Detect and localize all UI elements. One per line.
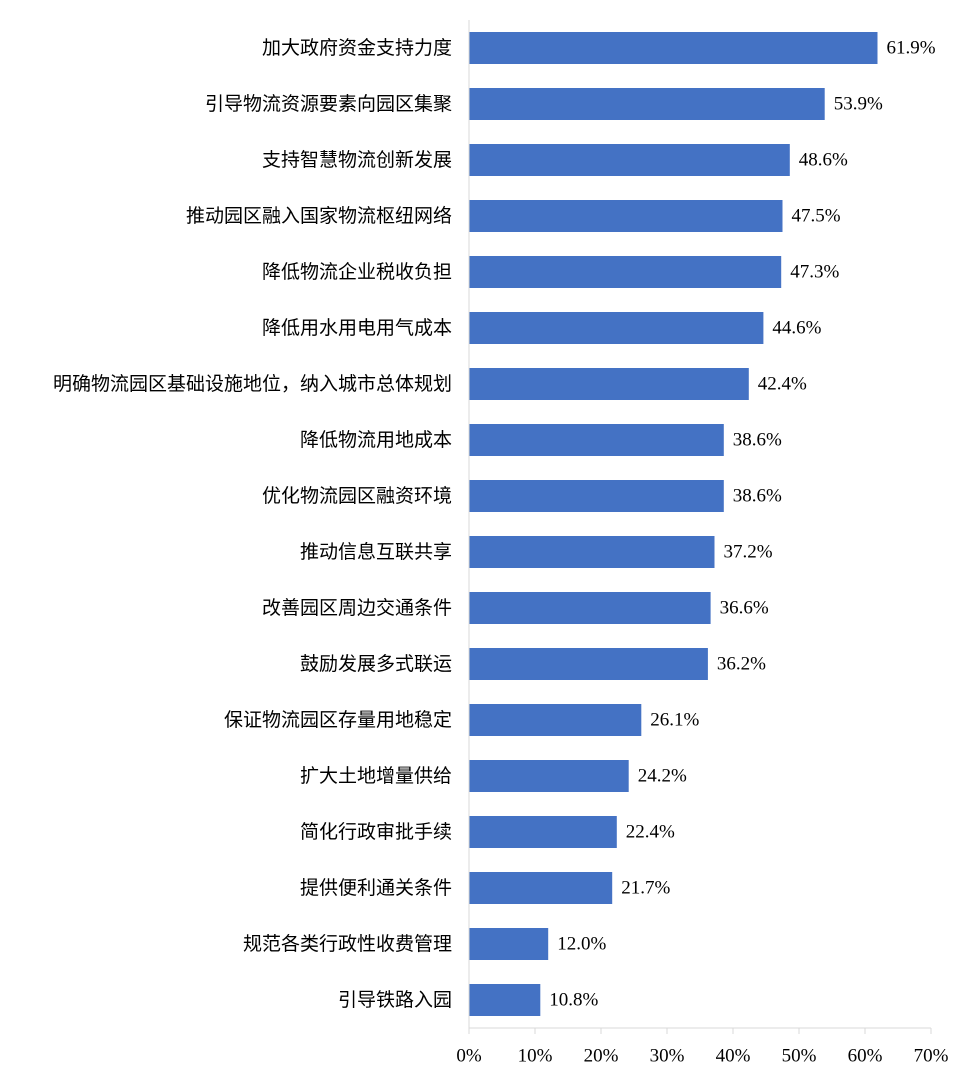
data-label: 26.1% bbox=[650, 710, 699, 731]
category-label: 扩大土地增量供给 bbox=[300, 765, 452, 787]
category-label: 保证物流园区存量用地稳定 bbox=[224, 709, 452, 731]
category-label: 改善园区周边交通条件 bbox=[262, 597, 452, 619]
category-label: 鼓励发展多式联运 bbox=[300, 653, 452, 675]
bar bbox=[469, 88, 825, 120]
bar bbox=[469, 144, 790, 176]
data-label: 47.5% bbox=[792, 206, 841, 227]
x-tick-label: 60% bbox=[848, 1046, 883, 1067]
category-label: 引导铁路入园 bbox=[338, 989, 452, 1011]
category-label: 降低物流用地成本 bbox=[300, 429, 452, 451]
category-label: 优化物流园区融资环境 bbox=[262, 485, 452, 507]
data-label: 42.4% bbox=[758, 374, 807, 395]
x-tick-label: 10% bbox=[518, 1046, 553, 1067]
bar bbox=[469, 312, 764, 344]
category-label: 支持智慧物流创新发展 bbox=[262, 149, 452, 171]
bar bbox=[469, 480, 724, 512]
data-label: 21.7% bbox=[621, 878, 670, 899]
x-tick-label: 70% bbox=[914, 1046, 949, 1067]
category-label: 明确物流园区基础设施地位，纳入城市总体规划 bbox=[53, 373, 452, 395]
x-tick-label: 40% bbox=[716, 1046, 751, 1067]
bar bbox=[469, 592, 711, 624]
x-tick-label: 20% bbox=[584, 1046, 619, 1067]
bar bbox=[469, 368, 749, 400]
data-label: 36.6% bbox=[720, 598, 769, 619]
category-label: 规范各类行政性收费管理 bbox=[243, 933, 452, 955]
data-label: 24.2% bbox=[638, 766, 687, 787]
bar bbox=[469, 424, 724, 456]
bar bbox=[469, 648, 708, 680]
data-label: 53.9% bbox=[834, 94, 883, 115]
category-label: 降低用水用电用气成本 bbox=[262, 317, 452, 339]
data-label: 47.3% bbox=[790, 262, 839, 283]
x-tick-label: 50% bbox=[782, 1046, 817, 1067]
data-label: 10.8% bbox=[549, 990, 598, 1011]
data-label: 12.0% bbox=[557, 934, 606, 955]
x-tick-label: 0% bbox=[456, 1046, 482, 1067]
category-label: 加大政府资金支持力度 bbox=[262, 37, 452, 59]
category-label: 推动园区融入国家物流枢纽网络 bbox=[186, 205, 452, 227]
bar bbox=[469, 256, 782, 288]
x-tick-label: 30% bbox=[650, 1046, 685, 1067]
data-label: 36.2% bbox=[717, 654, 766, 675]
bar bbox=[469, 984, 541, 1016]
bar bbox=[469, 200, 783, 232]
bar bbox=[469, 32, 878, 64]
bar bbox=[469, 704, 642, 736]
bar bbox=[469, 536, 715, 568]
data-label: 61.9% bbox=[887, 38, 936, 59]
data-label: 22.4% bbox=[626, 822, 675, 843]
category-label: 提供便利通关条件 bbox=[300, 877, 452, 899]
data-label: 38.6% bbox=[733, 486, 782, 507]
data-label: 37.2% bbox=[724, 542, 773, 563]
bar bbox=[469, 928, 549, 960]
bar bbox=[469, 760, 629, 792]
category-label: 推动信息互联共享 bbox=[300, 541, 452, 563]
bar bbox=[469, 816, 617, 848]
category-label: 引导物流资源要素向园区集聚 bbox=[205, 93, 452, 115]
data-label: 48.6% bbox=[799, 150, 848, 171]
category-label: 简化行政审批手续 bbox=[300, 821, 452, 843]
data-label: 44.6% bbox=[772, 318, 821, 339]
data-label: 38.6% bbox=[733, 430, 782, 451]
bar bbox=[469, 872, 613, 904]
category-label: 降低物流企业税收负担 bbox=[262, 261, 452, 283]
